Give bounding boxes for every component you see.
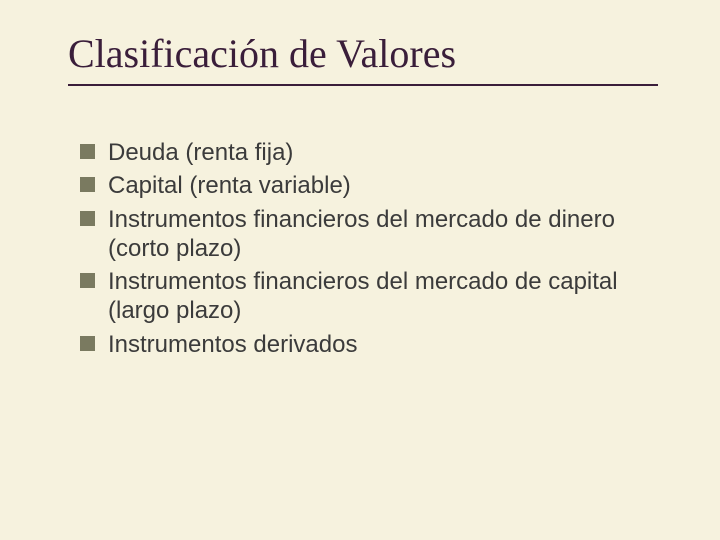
list-item: Instrumentos financieros del mercado de … bbox=[80, 205, 645, 264]
list-item-text: Deuda (renta fija) bbox=[108, 139, 293, 166]
slide: Clasificación de Valores Deuda (renta fi… bbox=[0, 0, 720, 540]
slide-title: Clasificación de Valores bbox=[68, 30, 658, 87]
list-item-text: Capital (renta variable) bbox=[108, 172, 351, 199]
list-item-text: Instrumentos financieros del mercado de … bbox=[108, 206, 615, 262]
list-item: Capital (renta variable) bbox=[80, 171, 645, 200]
square-bullet-icon bbox=[80, 273, 95, 288]
list-item: Deuda (renta fija) bbox=[80, 138, 645, 167]
bullet-list: Deuda (renta fija) Capital (renta variab… bbox=[80, 138, 645, 363]
list-item: Instrumentos financieros del mercado de … bbox=[80, 267, 645, 326]
square-bullet-icon bbox=[80, 177, 95, 192]
square-bullet-icon bbox=[80, 211, 95, 226]
square-bullet-icon bbox=[80, 336, 95, 351]
list-item: Instrumentos derivados bbox=[80, 330, 645, 359]
title-underline bbox=[68, 84, 658, 86]
square-bullet-icon bbox=[80, 144, 95, 159]
list-item-text: Instrumentos derivados bbox=[108, 331, 357, 358]
list-item-text: Instrumentos financieros del mercado de … bbox=[108, 268, 618, 324]
